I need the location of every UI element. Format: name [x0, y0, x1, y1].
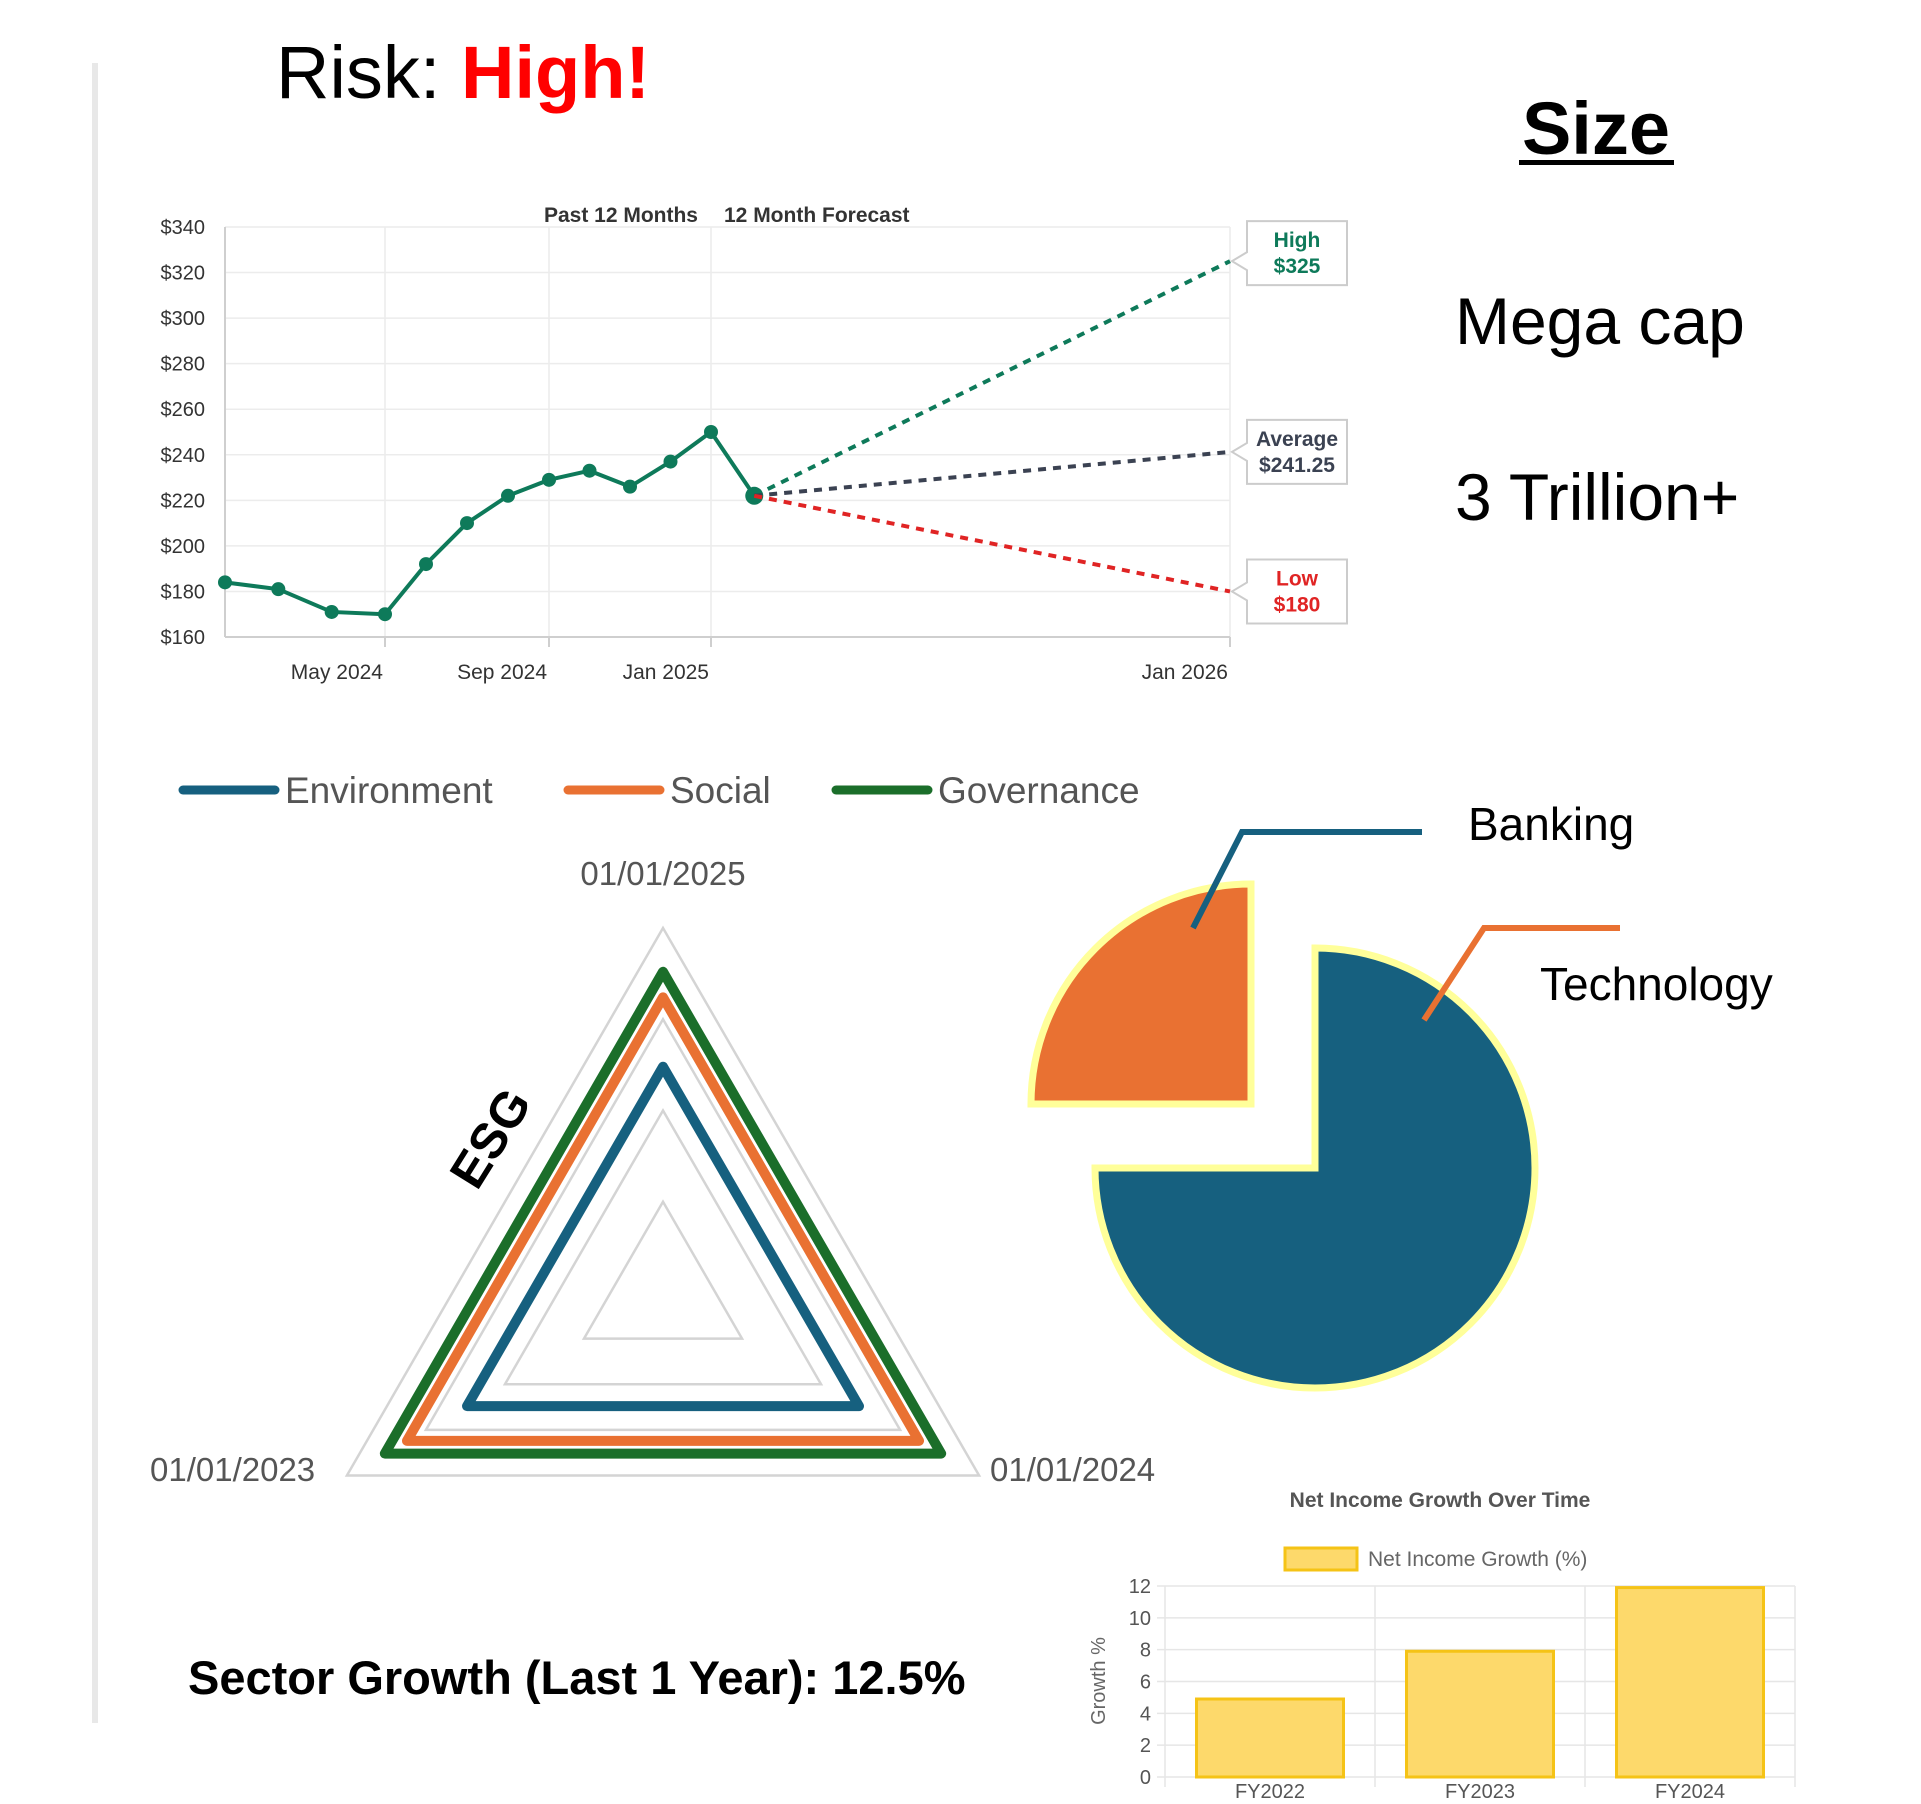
- forecast-average-label: Average: [1256, 428, 1338, 451]
- radar-grid-ring: [581, 1199, 745, 1340]
- price-x-tick-label: Sep 2024: [457, 661, 547, 684]
- pie-slice-technology: [1091, 944, 1539, 1392]
- price-y-tick-label: $260: [161, 399, 206, 421]
- bar-y-tick-label: 12: [1129, 1576, 1151, 1598]
- pie-callout-technology: [1421, 925, 1620, 1022]
- price-x-tick-label: Jan 2026: [1142, 661, 1228, 684]
- price-point: [542, 472, 556, 487]
- price-point: [218, 575, 232, 590]
- price-y-tick-label: $300: [161, 308, 206, 330]
- price-y-tick-label: $180: [161, 581, 206, 603]
- radar-legend-label: Social: [670, 770, 771, 811]
- bar-fy2023: [1405, 1649, 1555, 1779]
- size-class: Mega cap: [1455, 284, 1745, 358]
- radar-legend-label: Governance: [938, 770, 1140, 811]
- bar-x-tick-label: FY2023: [1445, 1781, 1515, 1803]
- pie-label-technology: Technology: [1540, 958, 1773, 1010]
- price-x-tick-label: May 2024: [291, 661, 384, 684]
- radar-series-social: [401, 992, 925, 1446]
- pie-label-banking: Banking: [1468, 798, 1634, 850]
- size-market-cap: 3 Trillion+: [1455, 460, 1739, 534]
- bar-legend-label: Net Income Growth (%): [1368, 1548, 1587, 1571]
- price-point: [704, 425, 718, 439]
- forecast-average-value: $241.25: [1259, 454, 1335, 477]
- price-y-tick-label: $160: [161, 627, 206, 649]
- forecast-low-value: $180: [1274, 593, 1321, 616]
- radar-grid-ring: [344, 925, 982, 1477]
- forecast-high-value: $325: [1274, 255, 1321, 278]
- forecast-high-line: [753, 259, 1231, 498]
- risk-label: Risk:: [276, 31, 461, 114]
- forecast-high-callout: [1230, 220, 1348, 287]
- radar-series-governance: [379, 966, 947, 1459]
- price-y-tick-label: $280: [161, 354, 206, 376]
- pie-slice-banking: [1027, 880, 1255, 1108]
- size-title: Size: [1522, 87, 1670, 170]
- forecast-high-label: High: [1274, 229, 1321, 252]
- price-header-past: Past 12 Months: [544, 204, 698, 227]
- sector-pie-chart: Banking Technology: [1027, 798, 1773, 1392]
- bar-fy2022: [1195, 1697, 1345, 1779]
- radar-axis-label: 01/01/2024: [990, 1451, 1155, 1488]
- radar-axis-label: 01/01/2025: [580, 855, 745, 892]
- bar-y-tick-label: 10: [1129, 1608, 1151, 1630]
- price-point: [663, 454, 678, 469]
- bar-legend-swatch: [1283, 1546, 1359, 1572]
- radar-legend-label: Environment: [285, 770, 493, 811]
- size-title-underline: [1519, 160, 1674, 165]
- sector-growth: Sector Growth (Last 1 Year): 12.5%: [188, 1651, 966, 1704]
- radar-axis-label: 01/01/2023: [150, 1451, 315, 1488]
- price-point: [623, 479, 637, 494]
- bar-fy2024: [1615, 1586, 1765, 1779]
- bar-chart-title: Net Income Growth Over Time: [1290, 1489, 1591, 1512]
- bar-x-tick-label: FY2024: [1655, 1781, 1725, 1803]
- bar-y-tick-label: 6: [1140, 1672, 1151, 1694]
- price-point: [582, 463, 597, 478]
- bar-y-tick-label: 4: [1140, 1703, 1151, 1725]
- price-point: [460, 516, 474, 531]
- price-point: [324, 604, 339, 619]
- radar-grid-ring: [502, 1107, 824, 1386]
- forecast-low-callout: [1230, 558, 1348, 625]
- price-point: [501, 488, 515, 503]
- forecast-average-callout: [1230, 418, 1348, 485]
- bar-y-axis-label: Growth %: [1088, 1637, 1110, 1725]
- bar-y-tick-label: 0: [1140, 1767, 1151, 1789]
- radar-grid-ring: [423, 1016, 903, 1432]
- forecast-low-label: Low: [1276, 567, 1319, 590]
- bar-y-tick-label: 8: [1140, 1640, 1151, 1662]
- pie-callout-banking: [1190, 829, 1422, 930]
- forecast-low-line: [753, 493, 1231, 594]
- radar-series-environment: [462, 1061, 864, 1412]
- forecast-average-line: [754, 449, 1231, 498]
- left-divider: [92, 63, 98, 1723]
- bar-x-tick-label: FY2022: [1235, 1781, 1305, 1803]
- radar-title: ESG: [439, 1079, 542, 1198]
- risk-heading: Risk: High!: [276, 31, 650, 114]
- price-point: [271, 582, 286, 597]
- price-y-tick-label: $220: [161, 490, 206, 512]
- price-point: [419, 557, 433, 572]
- price-header-forecast: 12 Month Forecast: [724, 204, 910, 227]
- net-income-bar-chart: Net Income Growth Over Time Net Income Gr…: [1088, 1489, 1796, 1803]
- risk-value: High!: [461, 31, 650, 114]
- price-point: [378, 607, 392, 622]
- price-forecast-chart: $340 $320 $300 $280 $260 $240 $220 $200 $180 $160…: [161, 204, 1348, 684]
- esg-radar-chart: Environment Social Governance 01/01/2025 01/…: [150, 770, 1155, 1488]
- price-y-tick-label: $340: [161, 217, 206, 239]
- price-y-tick-label: $200: [161, 536, 206, 558]
- price-x-tick-label: Jan 2025: [623, 661, 709, 684]
- bar-y-tick-label: 2: [1140, 1735, 1151, 1757]
- price-y-tick-label: $320: [161, 263, 206, 285]
- price-y-tick-label: $240: [161, 445, 206, 467]
